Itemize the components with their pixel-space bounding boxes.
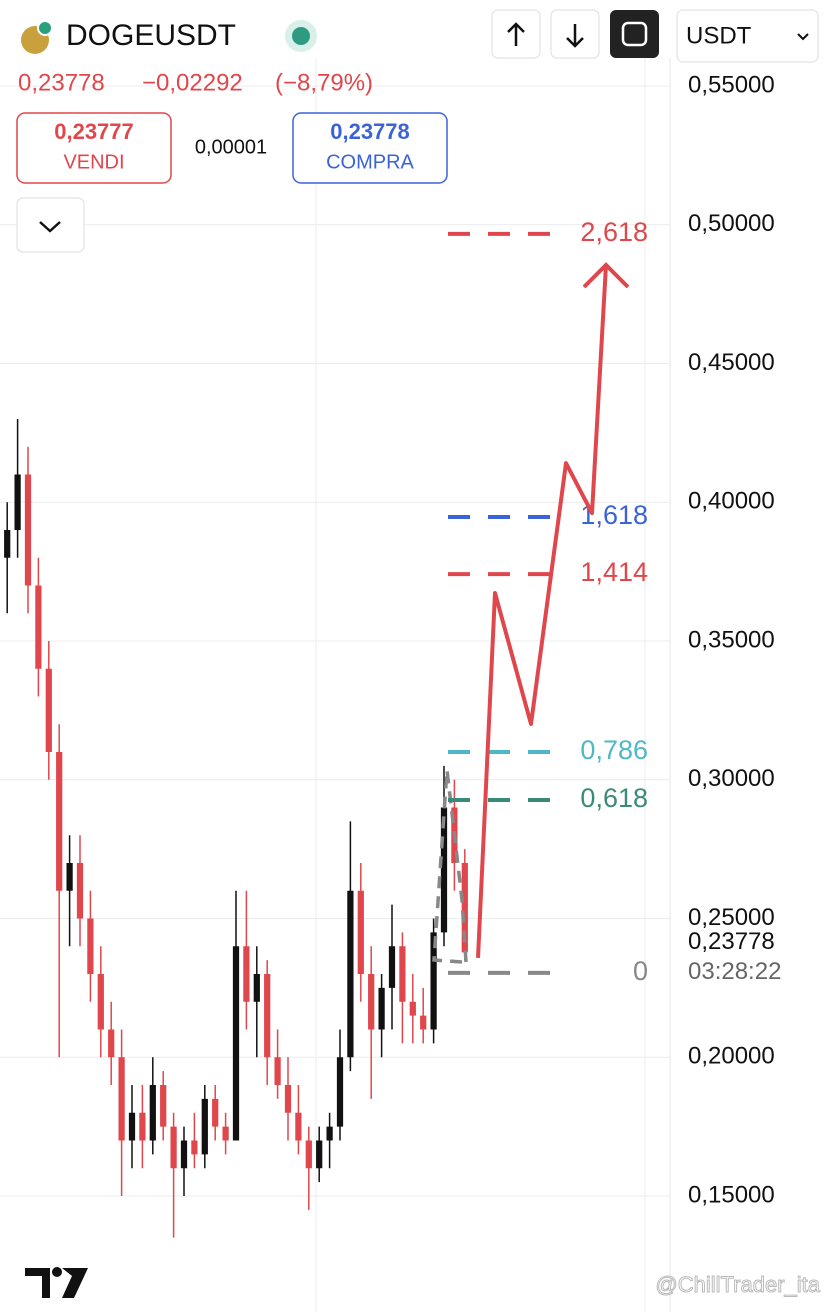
y-tick-label: 0,15000 bbox=[688, 1181, 775, 1208]
fib-anchor bbox=[432, 769, 468, 964]
currency-select[interactable] bbox=[676, 9, 819, 63]
candle-body bbox=[128, 1112, 136, 1141]
candle-body bbox=[149, 1085, 156, 1141]
fib-label: 2,618 bbox=[580, 217, 648, 247]
tv-logo bbox=[25, 1268, 88, 1298]
status-dot bbox=[292, 27, 310, 45]
candle-body bbox=[66, 863, 73, 891]
candle-body bbox=[336, 1057, 344, 1127]
last-price: 0,23778 bbox=[18, 69, 105, 96]
symbol: DOGEUSDT bbox=[66, 19, 236, 52]
candle-body bbox=[87, 918, 94, 974]
buy-label: COMPRA bbox=[326, 151, 414, 173]
spread: 0,00001 bbox=[195, 136, 267, 158]
candle-body bbox=[4, 530, 11, 558]
candle-body bbox=[180, 1140, 188, 1169]
candle-body bbox=[191, 1140, 198, 1155]
candle-body bbox=[284, 1085, 292, 1113]
buy-button[interactable] bbox=[292, 112, 448, 184]
candle-body bbox=[378, 987, 385, 1030]
candle-body bbox=[243, 946, 250, 1002]
up-arrow bbox=[507, 22, 525, 46]
candle-body bbox=[347, 890, 354, 1058]
buy-price: 0,23778 bbox=[330, 119, 410, 144]
candle-body bbox=[253, 974, 260, 1002]
candle-body bbox=[45, 668, 52, 752]
y-tick-label: 0,55000 bbox=[688, 71, 775, 98]
candle-body bbox=[461, 863, 468, 953]
candle-body bbox=[316, 1140, 323, 1169]
y-tick-label: 0,50000 bbox=[688, 210, 775, 237]
candle-body bbox=[368, 974, 375, 1030]
y-tick-label: 0,35000 bbox=[688, 626, 775, 653]
candle-body bbox=[170, 1126, 177, 1169]
candle-body bbox=[56, 752, 63, 891]
chevron bbox=[797, 33, 809, 41]
candle-body bbox=[305, 1140, 312, 1169]
sell-label: VENDI bbox=[63, 151, 124, 173]
change-pct: (−8,79%) bbox=[275, 69, 373, 96]
candle-body bbox=[440, 807, 448, 933]
candle-body bbox=[201, 1098, 208, 1155]
candle-body bbox=[97, 974, 104, 1030]
candle-body bbox=[222, 1126, 229, 1141]
candle-body bbox=[295, 1112, 302, 1141]
collapse-button[interactable] bbox=[16, 197, 85, 253]
tv-logo-dot bbox=[52, 1267, 62, 1277]
currency: USDT bbox=[686, 22, 752, 49]
watermark: @ChillTrader_ita bbox=[655, 1272, 820, 1297]
candle-body bbox=[212, 1098, 219, 1127]
projection bbox=[476, 264, 608, 958]
candle-body bbox=[14, 474, 21, 530]
last-price-label: 0,23778 bbox=[688, 928, 775, 955]
countdown: 03:28:22 bbox=[688, 958, 781, 985]
fullscreen-button[interactable] bbox=[610, 10, 659, 58]
plot bbox=[0, 85, 670, 1238]
fullscreen-icon bbox=[621, 21, 648, 47]
projection-arrowhead bbox=[582, 262, 630, 289]
fib-label: 0,618 bbox=[580, 783, 648, 813]
candle-body bbox=[357, 890, 364, 974]
candle-body bbox=[409, 1001, 416, 1016]
tether-badge bbox=[37, 20, 53, 36]
candle-body bbox=[264, 974, 271, 1058]
candle-body bbox=[76, 863, 84, 919]
candle-body bbox=[388, 946, 396, 988]
y-tick-label: 0,30000 bbox=[688, 765, 775, 792]
candle-body bbox=[274, 1057, 281, 1085]
candle-body bbox=[118, 1057, 125, 1141]
sell-price: 0,23777 bbox=[54, 119, 134, 144]
candle-body bbox=[139, 1112, 146, 1141]
sell-button[interactable] bbox=[16, 112, 172, 184]
y-tick-label: 0,45000 bbox=[688, 349, 775, 376]
candle-body bbox=[24, 474, 32, 586]
candle-body bbox=[430, 932, 437, 1030]
down-arrow bbox=[566, 24, 584, 48]
fib-label: 1,414 bbox=[580, 557, 648, 587]
y-tick-label: 0,25000 bbox=[688, 904, 775, 931]
change: −0,02292 bbox=[142, 69, 243, 96]
chevron bbox=[39, 221, 61, 233]
candle-body bbox=[326, 1126, 333, 1141]
candle-body bbox=[232, 946, 240, 1141]
candle-body bbox=[399, 946, 406, 1002]
y-tick-label: 0,20000 bbox=[688, 1043, 775, 1070]
candle-body bbox=[420, 1015, 427, 1030]
fib-label: 0 bbox=[633, 956, 648, 986]
candle-body bbox=[108, 1029, 115, 1058]
fib-label: 0,786 bbox=[580, 735, 648, 765]
candle-body bbox=[35, 585, 42, 669]
y-tick-label: 0,40000 bbox=[688, 488, 775, 515]
candle-body bbox=[160, 1085, 167, 1127]
